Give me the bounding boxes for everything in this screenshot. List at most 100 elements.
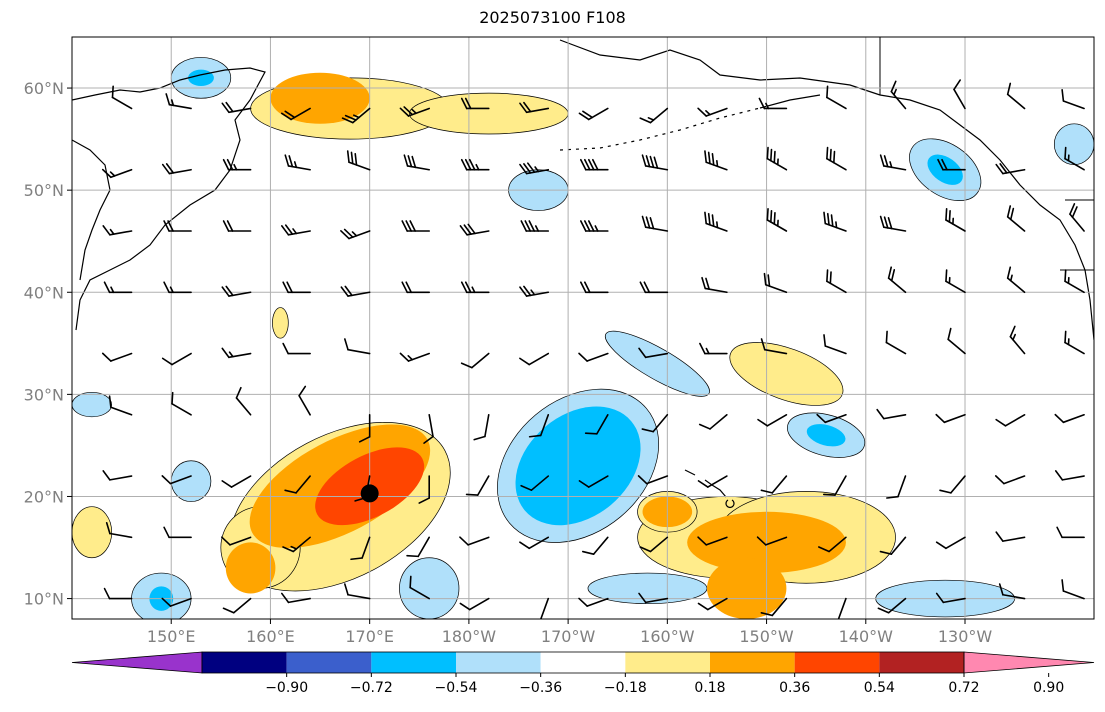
lon-tick-label: 160°E <box>246 627 295 646</box>
wind-barb <box>406 536 431 558</box>
wind-barb <box>699 342 728 355</box>
positive-anomaly-contour <box>270 72 370 124</box>
lon-tick-label: 150°E <box>147 627 196 646</box>
wind-barb <box>102 470 133 481</box>
wind-barb <box>101 352 133 362</box>
wind-barb <box>1056 526 1085 539</box>
wind-barb <box>282 281 311 294</box>
wind-barb <box>221 536 252 546</box>
wind-barb <box>284 154 311 171</box>
positive-anomaly-contour <box>225 542 276 594</box>
wind-barb <box>816 413 847 424</box>
positive-anomaly-contour <box>72 506 113 559</box>
colorbar-extend-low <box>71 651 203 674</box>
wind-barb <box>346 150 371 171</box>
wind-barb <box>822 475 847 496</box>
wind-barbs <box>101 79 1085 619</box>
wind-barb <box>826 269 847 294</box>
wind-barb <box>222 158 252 171</box>
wind-barb <box>947 327 966 355</box>
wind-barb <box>161 163 192 175</box>
wind-barb <box>994 475 1026 485</box>
lon-tick-label: 160°W <box>640 627 695 646</box>
wind-barb <box>580 220 609 232</box>
wind-barb <box>697 107 728 117</box>
wind-barb <box>519 285 550 297</box>
wind-barb <box>639 107 669 124</box>
wind-barb <box>935 592 966 604</box>
map-frame <box>71 36 1095 620</box>
wind-barb <box>756 536 788 546</box>
wind-barb <box>520 475 550 491</box>
wind-barb <box>1006 82 1026 110</box>
wind-barb <box>171 391 192 416</box>
wind-barb <box>163 220 192 232</box>
wind-barb <box>578 352 609 362</box>
wind-barb <box>519 162 550 175</box>
wind-barb <box>459 223 490 236</box>
wind-barb <box>995 531 1026 542</box>
wind-barb <box>161 475 192 485</box>
wind-barb <box>340 285 371 297</box>
wind-barb <box>879 536 907 555</box>
wind-barb <box>281 224 311 236</box>
wind-barb <box>1061 579 1085 600</box>
wind-barb <box>641 413 669 433</box>
wind-barb <box>105 521 133 539</box>
negative-anomaly-contour <box>188 69 214 87</box>
wind-barb <box>103 281 133 294</box>
wind-barb <box>459 597 490 611</box>
colorbar-tick-label: −0.36 <box>519 680 562 696</box>
wind-barb <box>460 158 490 171</box>
wind-barb <box>698 413 728 430</box>
colorbar-tick-label: 0.72 <box>948 680 979 696</box>
wind-barb <box>1006 266 1026 294</box>
negative-anomaly-contour <box>587 572 708 605</box>
wind-barb <box>282 536 311 553</box>
wind-barb <box>459 536 490 546</box>
wind-barb <box>344 338 371 355</box>
colorbar-tick-label: 0.54 <box>864 680 895 696</box>
colorbar-tick-label: 0.36 <box>779 680 810 696</box>
wind-barb <box>163 526 192 539</box>
wind-barb <box>876 408 907 420</box>
negative-anomaly-contour <box>515 406 641 526</box>
wind-barb <box>281 592 311 604</box>
wind-barb <box>885 330 907 355</box>
map-title: 2025073100 F108 <box>479 8 626 27</box>
negative-anomaly-contour <box>1053 123 1094 165</box>
wind-barb <box>760 338 788 355</box>
negative-anomaly-contour <box>806 424 846 447</box>
lat-tick-label: 50°N <box>24 181 64 200</box>
colorbar-extend-high <box>963 651 1095 674</box>
wind-barb <box>639 281 669 294</box>
colorbar-segment <box>794 652 880 673</box>
wind-barb <box>298 385 311 416</box>
wind-barb <box>953 79 966 110</box>
coastline-kamchatka <box>72 139 111 281</box>
colorbar-segment <box>625 652 710 673</box>
wind-barb <box>221 475 252 488</box>
colorbar-tick-label: 0.90 <box>1033 680 1064 696</box>
storm-center-marker <box>360 484 379 503</box>
wind-barb <box>401 281 431 294</box>
wind-barb <box>222 597 252 614</box>
colorbar-tick-label: −0.54 <box>435 680 478 696</box>
wind-barb <box>641 215 669 232</box>
wind-barb <box>757 413 788 427</box>
lat-tick-label: 60°N <box>24 79 64 98</box>
wind-barb <box>1069 203 1085 232</box>
coastline-alaska-peninsula <box>759 94 821 109</box>
wind-barb <box>528 597 550 619</box>
wind-barb <box>823 334 847 355</box>
wind-barb <box>879 215 907 232</box>
wind-barb <box>998 583 1026 600</box>
wind-barb <box>995 413 1026 427</box>
wind-barb <box>1064 146 1085 171</box>
wind-barb <box>1054 413 1085 424</box>
lon-tick-label: 170°E <box>345 627 394 646</box>
lon-tick-label: 140°W <box>839 627 894 646</box>
wind-barb <box>760 597 788 617</box>
wind-barb <box>280 107 311 121</box>
